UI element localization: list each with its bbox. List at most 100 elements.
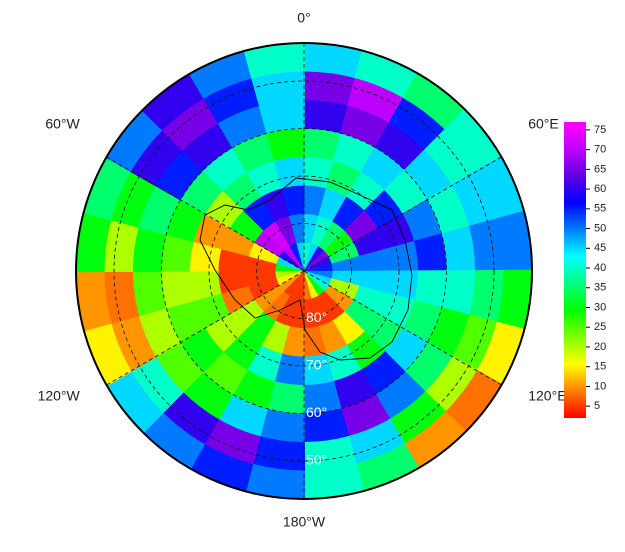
cell bbox=[189, 240, 222, 272]
cell bbox=[231, 132, 276, 173]
cell bbox=[404, 341, 453, 393]
cell bbox=[304, 270, 334, 279]
cell bbox=[325, 160, 362, 198]
cell bbox=[444, 369, 504, 435]
colorbar-label: 55 bbox=[594, 203, 606, 215]
cell bbox=[246, 344, 283, 382]
cell bbox=[413, 270, 447, 309]
coastline bbox=[199, 177, 413, 361]
cell bbox=[130, 128, 184, 187]
cell bbox=[246, 255, 277, 272]
cell bbox=[328, 278, 360, 301]
meridian bbox=[303, 156, 502, 272]
cell bbox=[347, 418, 405, 465]
lon-label: 0° bbox=[297, 10, 310, 26]
cell bbox=[304, 271, 325, 297]
cell bbox=[274, 295, 297, 327]
cell bbox=[331, 255, 362, 272]
cell bbox=[140, 71, 206, 131]
cell bbox=[427, 184, 470, 235]
cell bbox=[283, 245, 304, 271]
cell bbox=[304, 250, 330, 271]
cell bbox=[242, 311, 276, 346]
lat-circle bbox=[161, 128, 447, 414]
cell bbox=[318, 320, 348, 355]
heatmap bbox=[76, 43, 532, 499]
cell bbox=[318, 221, 345, 251]
cell bbox=[304, 245, 325, 271]
cell bbox=[413, 233, 447, 272]
colorbar-label: 35 bbox=[594, 282, 606, 294]
cell bbox=[386, 270, 419, 302]
lon-label: 60°E bbox=[528, 116, 559, 132]
cell bbox=[203, 418, 261, 465]
lat-circle bbox=[113, 80, 495, 462]
cell bbox=[260, 320, 290, 355]
cell bbox=[275, 263, 304, 272]
cell bbox=[278, 271, 304, 292]
cell bbox=[424, 128, 478, 187]
cell bbox=[217, 394, 268, 437]
cell bbox=[242, 196, 276, 231]
meridian bbox=[106, 270, 305, 386]
cell bbox=[451, 314, 498, 372]
cell bbox=[243, 43, 306, 79]
cell bbox=[296, 271, 305, 300]
cell bbox=[360, 351, 406, 396]
cell bbox=[427, 307, 470, 358]
cell bbox=[441, 270, 476, 317]
cell bbox=[81, 154, 132, 221]
cell bbox=[354, 48, 421, 99]
cell bbox=[441, 225, 476, 272]
cell bbox=[193, 213, 231, 250]
cell bbox=[204, 189, 244, 229]
cell bbox=[304, 263, 334, 272]
cell bbox=[296, 242, 305, 271]
cell bbox=[288, 213, 305, 244]
cell bbox=[273, 156, 305, 189]
cell bbox=[302, 435, 357, 471]
cell bbox=[388, 97, 447, 151]
map-border bbox=[75, 42, 533, 500]
cell bbox=[303, 408, 350, 443]
lat-label: 80° bbox=[306, 309, 327, 325]
cell bbox=[220, 285, 255, 315]
cell bbox=[281, 185, 305, 217]
cell bbox=[303, 353, 335, 386]
cell bbox=[110, 170, 157, 228]
cell bbox=[303, 213, 320, 244]
cell bbox=[324, 230, 354, 257]
cell bbox=[104, 107, 164, 173]
colorbar-label: 75 bbox=[594, 124, 606, 136]
cell bbox=[353, 285, 388, 315]
cell bbox=[444, 107, 504, 173]
cell bbox=[248, 241, 280, 264]
cell bbox=[254, 230, 284, 257]
colorbar-label: 10 bbox=[594, 380, 606, 392]
cell bbox=[304, 271, 319, 300]
cell bbox=[388, 391, 447, 445]
cell bbox=[76, 210, 112, 273]
cell bbox=[451, 170, 498, 228]
cell bbox=[331, 270, 362, 287]
cell bbox=[110, 314, 157, 372]
cell bbox=[217, 105, 268, 148]
cell bbox=[218, 270, 250, 294]
cell bbox=[386, 240, 419, 272]
cell bbox=[377, 213, 415, 250]
cell bbox=[332, 196, 366, 231]
cell bbox=[251, 435, 306, 471]
cell bbox=[374, 122, 426, 171]
cell bbox=[258, 99, 305, 134]
cell bbox=[318, 291, 345, 321]
cell bbox=[260, 187, 290, 222]
cell bbox=[303, 325, 327, 357]
colorbar-label: 70 bbox=[594, 144, 606, 156]
cell bbox=[266, 380, 305, 414]
cell bbox=[364, 313, 404, 353]
cell bbox=[246, 270, 277, 287]
cell bbox=[187, 48, 254, 99]
cell bbox=[132, 225, 167, 272]
cell bbox=[402, 71, 468, 131]
